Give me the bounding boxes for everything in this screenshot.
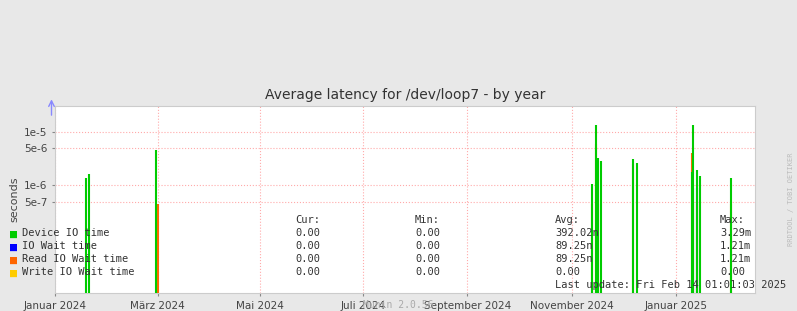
Text: Device IO time: Device IO time — [22, 228, 109, 238]
Text: RRDTOOL / TOBI OETIKER: RRDTOOL / TOBI OETIKER — [788, 153, 795, 246]
Text: Last update: Fri Feb 14 01:01:03 2025: Last update: Fri Feb 14 01:01:03 2025 — [555, 280, 787, 290]
Text: ■: ■ — [10, 267, 17, 280]
Text: Munin 2.0.56: Munin 2.0.56 — [363, 300, 434, 310]
Text: 89.25n: 89.25n — [555, 241, 592, 251]
Text: Min:: Min: — [415, 215, 440, 225]
Text: Cur:: Cur: — [295, 215, 320, 225]
Text: Read IO Wait time: Read IO Wait time — [22, 254, 128, 264]
Text: ■: ■ — [10, 254, 17, 267]
Text: IO Wait time: IO Wait time — [22, 241, 97, 251]
Text: 3.29m: 3.29m — [720, 228, 752, 238]
Y-axis label: seconds: seconds — [10, 177, 20, 222]
Text: 1.21m: 1.21m — [720, 241, 752, 251]
Text: 0.00: 0.00 — [295, 241, 320, 251]
Text: 0.00: 0.00 — [415, 228, 440, 238]
Text: Avg:: Avg: — [555, 215, 580, 225]
Text: 0.00: 0.00 — [720, 267, 745, 277]
Text: 0.00: 0.00 — [295, 254, 320, 264]
Text: 0.00: 0.00 — [555, 267, 580, 277]
Text: 1.21m: 1.21m — [720, 254, 752, 264]
Text: ■: ■ — [10, 228, 17, 241]
Text: 392.02n: 392.02n — [555, 228, 599, 238]
Text: 0.00: 0.00 — [415, 254, 440, 264]
Title: Average latency for /dev/loop7 - by year: Average latency for /dev/loop7 - by year — [265, 88, 545, 102]
Text: 89.25n: 89.25n — [555, 254, 592, 264]
Text: ■: ■ — [10, 241, 17, 254]
Text: 0.00: 0.00 — [415, 267, 440, 277]
Text: Write IO Wait time: Write IO Wait time — [22, 267, 135, 277]
Text: Max:: Max: — [720, 215, 745, 225]
Text: 0.00: 0.00 — [295, 267, 320, 277]
Text: 0.00: 0.00 — [415, 241, 440, 251]
Text: 0.00: 0.00 — [295, 228, 320, 238]
